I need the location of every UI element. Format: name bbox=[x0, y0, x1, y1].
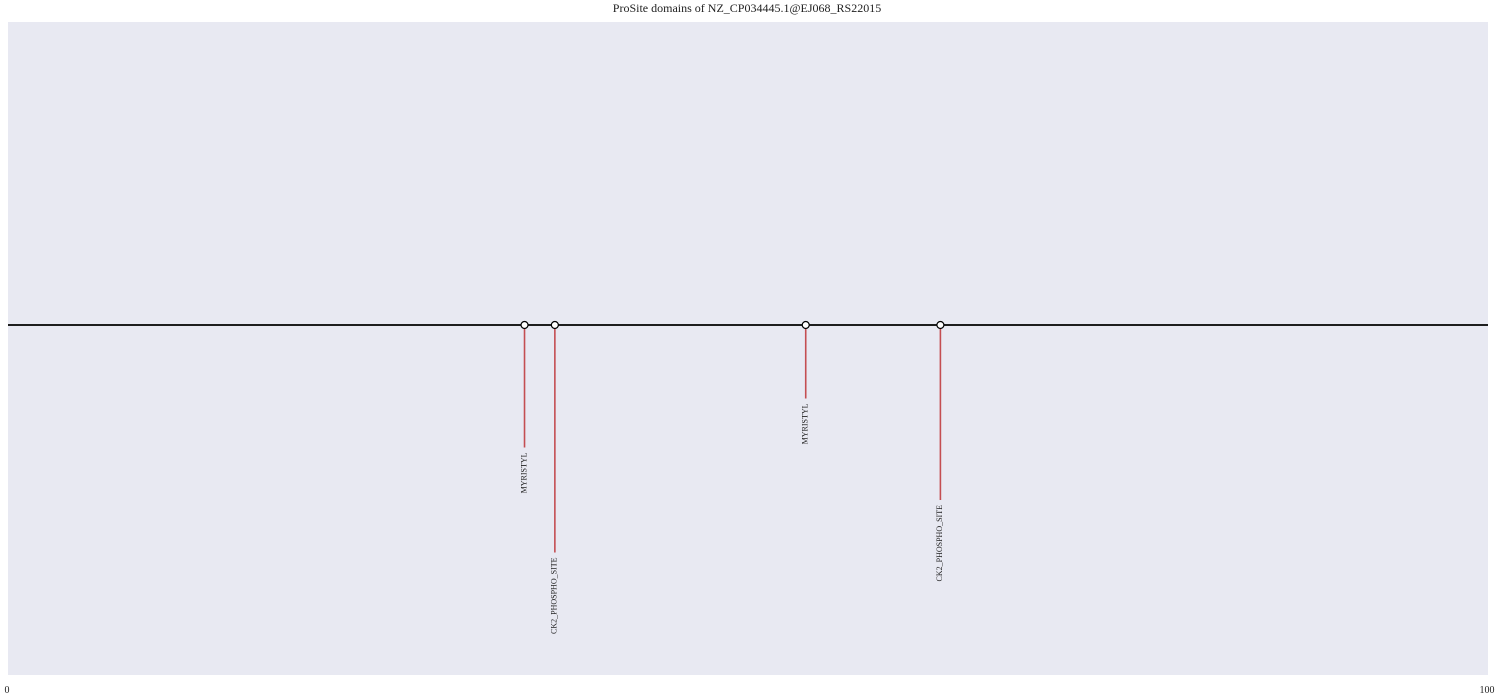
site-marker bbox=[520, 320, 529, 330]
site-marker bbox=[801, 320, 810, 330]
site-label: MYRISTYL bbox=[801, 403, 810, 444]
site-markers bbox=[520, 320, 945, 330]
plot-area bbox=[8, 22, 1488, 675]
chart-title: ProSite domains of NZ_CP034445.1@EJ068_R… bbox=[613, 1, 881, 15]
site-marker bbox=[550, 320, 559, 330]
x-tick-label-end: 100 bbox=[1480, 685, 1495, 696]
x-tick-label-start: 0 bbox=[5, 685, 10, 696]
site-label: CK2_PHOSPHO_SITE bbox=[550, 557, 559, 634]
site-stems bbox=[523, 325, 942, 553]
site-marker bbox=[936, 320, 945, 330]
site-label: CK2_PHOSPHO_SITE bbox=[935, 505, 944, 582]
site-label: MYRISTYL bbox=[519, 452, 528, 493]
site-labels: MYRISTYL CK2_PHOSPHO_SITE MYRISTYL CK2_PHOS… bbox=[519, 403, 944, 634]
